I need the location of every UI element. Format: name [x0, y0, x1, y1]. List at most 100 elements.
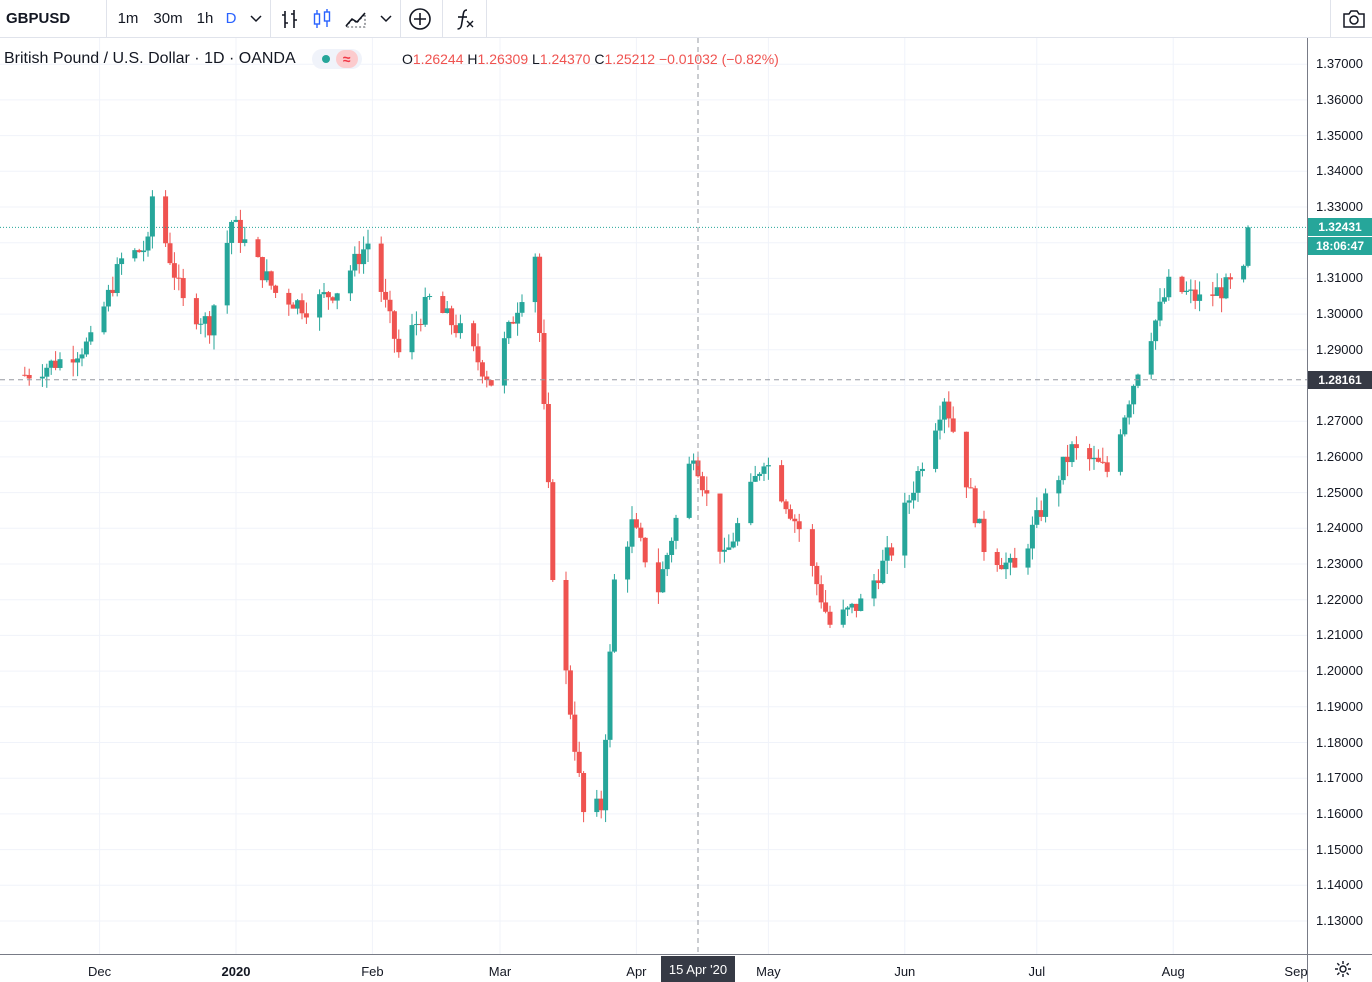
candle-body	[779, 465, 785, 502]
toolbar-divider	[106, 0, 107, 37]
candle-body	[1214, 287, 1220, 296]
compare-button[interactable]	[404, 0, 436, 37]
candle	[1091, 445, 1097, 470]
candle-body	[748, 481, 754, 524]
chart-settings-corner[interactable]	[1307, 954, 1372, 982]
candle-body	[79, 354, 85, 359]
candle-body	[1192, 289, 1198, 301]
chart-style-dropdown-button[interactable]	[376, 0, 396, 37]
candle-body	[352, 253, 358, 271]
candle	[823, 590, 829, 614]
candle-body	[880, 560, 886, 584]
candle-body	[383, 291, 389, 300]
market-status-badge[interactable]: ≈	[311, 49, 362, 69]
candle-body	[44, 367, 50, 377]
candle-body	[977, 518, 983, 524]
candle	[1126, 400, 1132, 425]
candle-body	[853, 603, 859, 611]
candlestick-chart[interactable]	[0, 38, 1307, 954]
candle	[827, 605, 833, 628]
candle-body	[1131, 385, 1137, 405]
candle	[963, 431, 969, 499]
high-label: H	[467, 51, 478, 67]
candle-body	[475, 346, 481, 363]
candle	[70, 345, 76, 377]
area-style-button[interactable]	[340, 0, 372, 37]
candle-body	[242, 239, 248, 243]
candle	[132, 248, 138, 262]
market-open-dot-icon	[321, 55, 330, 63]
price-tick-label: 1.29000	[1316, 341, 1363, 357]
candle-body	[39, 376, 45, 379]
candle-body	[950, 418, 956, 432]
candle-body	[941, 401, 947, 420]
candle-body	[101, 306, 107, 333]
candle	[356, 241, 362, 274]
time-axis[interactable]: Dec 2020 Feb Mar Apr May Jun Jul Aug Sep	[0, 954, 1308, 982]
candle	[541, 319, 547, 410]
candle	[105, 284, 111, 312]
candle-body	[299, 300, 305, 314]
indicators-button[interactable]	[448, 0, 480, 37]
camera-icon	[1343, 9, 1365, 28]
bar-style-button[interactable]	[276, 0, 304, 37]
candle	[418, 318, 424, 332]
candle-body	[532, 256, 538, 303]
interval-30m-button[interactable]: 30m	[148, 0, 188, 37]
candle-body	[726, 547, 732, 550]
interval-1m-button[interactable]: 1m	[112, 0, 144, 37]
candle-body	[317, 294, 323, 318]
candle	[449, 305, 455, 335]
chart-legend: British Pound / U.S. Dollar · 1D · OANDA…	[4, 47, 362, 71]
candle-body	[334, 293, 340, 301]
candle	[1104, 456, 1110, 478]
time-tick-label: Aug	[1161, 964, 1185, 979]
candle-body	[541, 333, 547, 404]
candle-body	[638, 527, 644, 538]
candle	[576, 741, 582, 777]
candle-body	[26, 374, 32, 379]
candle	[1087, 443, 1093, 471]
candle-body	[603, 739, 609, 811]
function-icon	[457, 8, 474, 30]
candle-body	[660, 569, 666, 593]
candle-body	[510, 321, 516, 324]
symbol-search-button[interactable]: GBPUSD	[6, 0, 102, 37]
candle-body	[167, 243, 173, 264]
candle	[814, 562, 820, 596]
candle-body	[418, 323, 424, 325]
candle-body	[70, 359, 76, 363]
interval-dropdown-button[interactable]	[246, 0, 266, 37]
time-tick-label: 2020	[221, 964, 251, 979]
candle-body	[933, 430, 939, 469]
interval-d-button[interactable]: D	[222, 0, 240, 37]
price-tick-label: 1.35000	[1316, 127, 1363, 143]
candle	[114, 257, 120, 297]
price-axis[interactable]: 1.37000 1.36000 1.35000 1.34000 1.33000 1.310…	[1307, 38, 1372, 954]
candle	[383, 278, 389, 308]
candle-body	[629, 519, 635, 547]
chart-pane[interactable]	[0, 38, 1307, 954]
candle-body	[1245, 227, 1251, 266]
candle	[748, 473, 754, 526]
candle-body	[484, 376, 490, 381]
candle-body	[365, 243, 371, 250]
candle-body	[1153, 320, 1159, 342]
candle-body	[717, 493, 723, 552]
candle	[787, 504, 793, 521]
candle	[510, 316, 516, 325]
candle-body	[1210, 294, 1216, 296]
candle	[1025, 543, 1031, 575]
candle-body	[479, 362, 485, 377]
candle	[1003, 552, 1009, 580]
candle	[840, 599, 846, 628]
candles-style-button[interactable]	[308, 0, 336, 37]
gear-icon[interactable]	[1334, 960, 1352, 978]
candle	[1012, 547, 1018, 568]
candle-body	[919, 468, 925, 472]
interval-1h-button[interactable]: 1h	[192, 0, 218, 37]
candle	[871, 574, 877, 607]
snapshot-button[interactable]	[1336, 0, 1372, 37]
candles-icon	[313, 8, 331, 28]
candle-body	[757, 473, 763, 477]
